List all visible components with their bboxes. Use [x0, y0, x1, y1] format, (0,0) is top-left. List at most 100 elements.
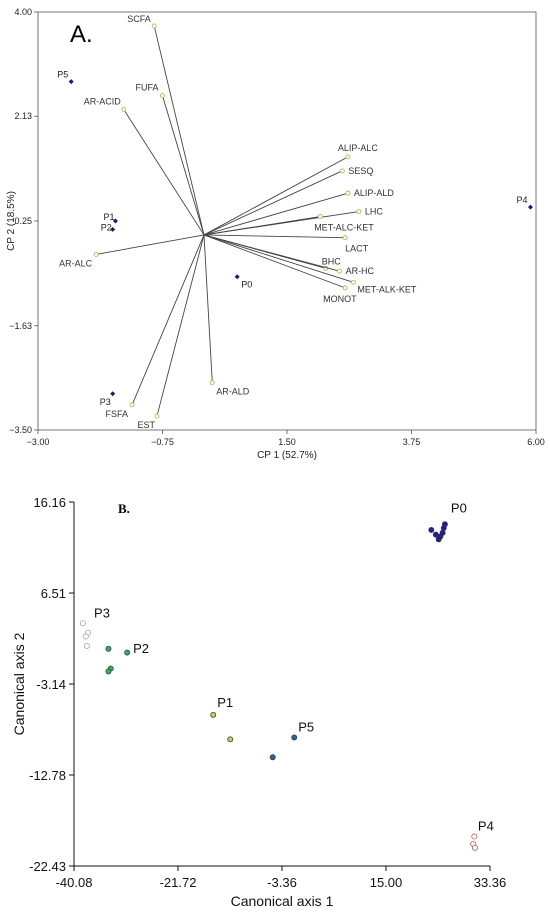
group-label-p0: P0: [451, 500, 467, 515]
vector-label-alip-alc: ALIP-ALC: [338, 143, 379, 153]
vector-marker-lhc: [356, 209, 362, 214]
panel-b-xtick-label: 33.36: [474, 875, 507, 890]
group-point-p1: [210, 711, 217, 718]
vector-label-ar-hc: AR-HC: [346, 266, 375, 276]
vector-line-scfa: [153, 25, 205, 236]
group-point-p5: [291, 734, 298, 741]
vector-label-lhc: LHC: [365, 207, 384, 217]
panel-a-ticks: −3.00 −0.75 1.50 3.75 6.00 −3.50 −1.63 0.25 2.13…: [9, 7, 545, 447]
vector-line-lact: [203, 234, 346, 239]
panel-b-ticks: -40.08 -21.72 -3.36 15.00 33.36 16.16 6.51 -3.1…: [29, 495, 506, 890]
group-point-p2: [105, 645, 112, 652]
point-label-p5: P5: [57, 70, 68, 80]
vector-marker-ar-acid: [121, 107, 127, 112]
vector-line-est: [156, 234, 205, 417]
group-point-p2: [105, 668, 112, 675]
panel-a-xlabel: CP 1 (52.7%): [257, 450, 317, 461]
vector-marker-est: [154, 413, 160, 419]
vector-label-bhc: BHC: [322, 256, 342, 266]
vector-label-sesq: SESQ: [348, 166, 373, 176]
vector-marker-fufa: [160, 93, 165, 99]
group-point-p4: [471, 844, 478, 851]
vector-label-monot: MONOT: [323, 294, 357, 304]
panel-a-xtick-label: 1.50: [278, 437, 296, 447]
vector-marker-alip-alc: [345, 154, 351, 160]
panel-b-ytick-label: 6.51: [41, 586, 66, 601]
point-marker-p5: [68, 79, 74, 85]
vector-line-ar-acid: [123, 109, 205, 236]
group-point-p2: [124, 649, 131, 656]
panel-b-xtick-label: -3.36: [267, 875, 297, 890]
panel-b-xtick-label: -21.72: [160, 875, 197, 890]
panel-b-xtick-label: 15.00: [370, 875, 403, 890]
vector-label-met-alk-ket: MET-ALK-KET: [357, 284, 417, 294]
vector-label-fsfa: FSFA: [106, 409, 129, 419]
vector-label-lact: LACT: [345, 244, 369, 254]
vector-label-ar-ald: AR-ALD: [216, 387, 250, 397]
vector-marker-scfa: [151, 23, 157, 29]
panel-a-ytick-label: 2.13: [14, 111, 32, 121]
vector-marker-monot: [342, 285, 348, 291]
group-label-p3: P3: [94, 605, 110, 620]
point-marker-p2: [110, 226, 116, 232]
point-label-p4: P4: [516, 195, 527, 205]
vector-line-met-alc-ket: [203, 216, 321, 236]
panel-b-xtick-label: -40.08: [56, 875, 93, 890]
group-point-p5: [269, 754, 276, 761]
group-label-p1: P1: [217, 695, 233, 710]
vector-label-scfa: SCFA: [127, 14, 151, 24]
point-marker-p0: [234, 274, 240, 280]
panel-b-ytick-label: 16.16: [33, 495, 66, 510]
group-point-p3: [79, 620, 86, 627]
panel-a-ytick-label: −3.50: [9, 425, 32, 435]
vector-marker-met-alc-ket: [317, 214, 323, 219]
group-point-p3: [82, 633, 89, 640]
vector-line-alip-alc: [203, 156, 349, 236]
vector-label-est: EST: [137, 420, 155, 430]
group-label-p2: P2: [133, 641, 149, 656]
group-point-p3: [83, 642, 90, 649]
group-point-p4: [471, 833, 478, 840]
group-point-p0: [435, 536, 442, 543]
panel-b-ytick-label: -12.78: [29, 768, 66, 783]
point-marker-p3: [110, 391, 116, 397]
point-label-p3: P3: [100, 397, 111, 407]
point-label-p0: P0: [241, 280, 252, 290]
vector-line-fsfa: [131, 234, 205, 406]
panel-a-xtick-label: 6.00: [527, 437, 545, 447]
panel-a-ytick-label: 4.00: [14, 7, 32, 17]
panel-a-xtick-label: 3.75: [403, 437, 421, 447]
vector-line-ar-alc: [96, 234, 205, 255]
panel-a-xtick-label: −3.00: [27, 437, 50, 447]
panel-a-label: A.: [70, 21, 93, 48]
panel-b-ylabel: Canonical axis 2: [11, 632, 27, 735]
group-point-p0: [428, 526, 435, 533]
vector-label-alip-ald: ALIP-ALD: [354, 188, 395, 198]
panel-a-biplot: A. CP 1 (52.7%) CP 2 (18.5%) −3.00 −0.75 1…: [6, 7, 545, 461]
panel-a-vectors: SCFA FUFA AR-ACID ALIP-ALC SESQ ALIP-ALD LHC ME…: [59, 14, 417, 430]
group-point-p0: [441, 521, 448, 528]
vector-marker-met-alk-ket: [350, 279, 356, 285]
group-label-p5: P5: [298, 719, 314, 734]
panel-b-ytick-label: -3.14: [36, 677, 66, 692]
vector-marker-fsfa: [129, 402, 135, 408]
panel-a-ytick-label: −1.63: [9, 321, 32, 331]
vector-line-monot: [203, 234, 346, 289]
vector-marker-sesq: [339, 168, 345, 174]
vector-line-sesq: [203, 170, 343, 236]
vector-label-ar-acid: AR-ACID: [84, 97, 122, 107]
panel-b-points: P0 P3 P2 P1 P5 P4: [79, 500, 494, 851]
point-marker-p1: [112, 218, 118, 224]
group-point-p0: [439, 529, 446, 536]
vector-marker-alip-ald: [345, 190, 351, 196]
vector-label-fufa: FUFA: [136, 83, 159, 93]
panel-b-scatter: B. Canonical axis 1 Canonical axis 2 -40…: [11, 495, 506, 909]
panel-b-xlabel: Canonical axis 1: [231, 893, 334, 909]
group-label-p4: P4: [478, 818, 494, 833]
vector-line-fufa: [162, 95, 205, 236]
panel-a-ylabel: CP 2 (18.5%): [6, 191, 17, 251]
vector-line-met-alk-ket: [203, 234, 354, 283]
panel-b-label: B.: [118, 501, 130, 516]
